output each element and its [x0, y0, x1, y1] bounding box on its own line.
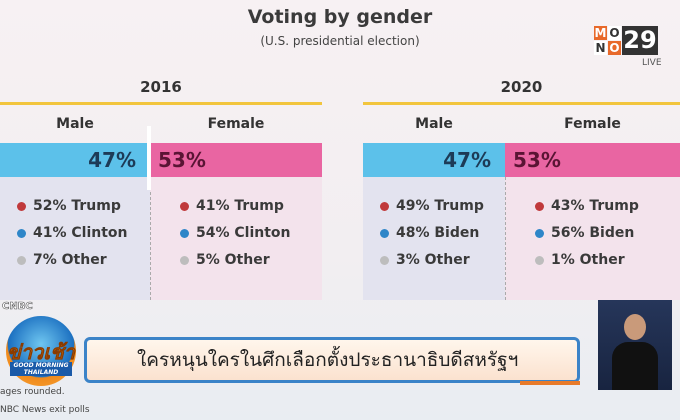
mono29-logo: M O N O 29 LIVE	[594, 26, 662, 68]
female-breakdown-bg	[505, 177, 680, 300]
legend-dot-icon	[180, 255, 189, 265]
breakdown-item: 3% Other	[380, 252, 470, 268]
male-breakdown-bg	[0, 177, 150, 300]
headline-banner: ใครหนุนใครในศึกเลือกตั้งประธานาธิบดีสหรั…	[84, 337, 580, 383]
breakdown-item: 7% Other	[17, 252, 107, 268]
year-rule	[0, 102, 322, 105]
breakdown-item: 41% Trump	[180, 198, 284, 214]
year-rule	[363, 102, 680, 105]
male-share-bar: 47%	[363, 143, 505, 177]
legend-dot-icon	[180, 201, 189, 211]
legend-dot-icon	[180, 228, 189, 238]
sign-language-interpreter	[598, 300, 672, 390]
legend-dot-icon	[380, 201, 389, 211]
panel-2016: 2016 Male Female 47% 53% 52% Trump 41% Cl…	[0, 78, 322, 300]
footnote-rounding: ages rounded.	[0, 387, 65, 397]
female-breakdown-bg	[150, 177, 322, 300]
legend-dot-icon	[17, 228, 26, 238]
breakdown-item: 1% Other	[535, 252, 625, 268]
banner-accent	[520, 381, 580, 385]
legend-dot-icon	[17, 201, 26, 211]
breakdown-item: 5% Other	[180, 252, 270, 268]
legend-dot-icon	[380, 228, 389, 238]
legend-dot-icon	[535, 228, 544, 238]
female-share-bar: 53%	[505, 143, 680, 177]
male-breakdown-bg	[363, 177, 505, 300]
breakdown-item: 49% Trump	[380, 198, 484, 214]
chart-title: Voting by gender	[247, 6, 433, 28]
legend-dot-icon	[535, 201, 544, 211]
breakdown-item: 41% Clinton	[17, 225, 128, 241]
legend-dot-icon	[380, 255, 389, 265]
panel-2020: 2020 Male Female 47% 53% 49% Trump 48% Bi…	[363, 78, 680, 300]
male-label: Male	[415, 116, 453, 132]
show-logo: ข่าวเช้า GOOD MORNING THAILAND	[6, 316, 76, 386]
legend-dot-icon	[535, 255, 544, 265]
female-label: Female	[564, 116, 621, 132]
gender-divider	[147, 126, 151, 190]
male-label: Male	[56, 116, 94, 132]
dashed-divider	[150, 177, 151, 300]
breakdown-item: 56% Biden	[535, 225, 634, 241]
breakdown-item: 52% Trump	[17, 198, 121, 214]
live-label: LIVE	[642, 58, 662, 68]
year-label: 2016	[140, 78, 182, 96]
breakdown-item: 43% Trump	[535, 198, 639, 214]
breakdown-item: 48% Biden	[380, 225, 479, 241]
dashed-divider	[505, 177, 506, 300]
male-share-bar: 47%	[0, 143, 150, 177]
female-share-bar: 53%	[150, 143, 322, 177]
cnbc-credit: CNBC	[2, 301, 33, 313]
year-label: 2020	[500, 78, 543, 96]
footnote-source: NBC News exit polls	[0, 405, 90, 415]
chart-subtitle: (U.S. presidential election)	[260, 34, 420, 48]
breakdown-item: 54% Clinton	[180, 225, 291, 241]
female-label: Female	[207, 116, 265, 132]
legend-dot-icon	[17, 255, 26, 265]
